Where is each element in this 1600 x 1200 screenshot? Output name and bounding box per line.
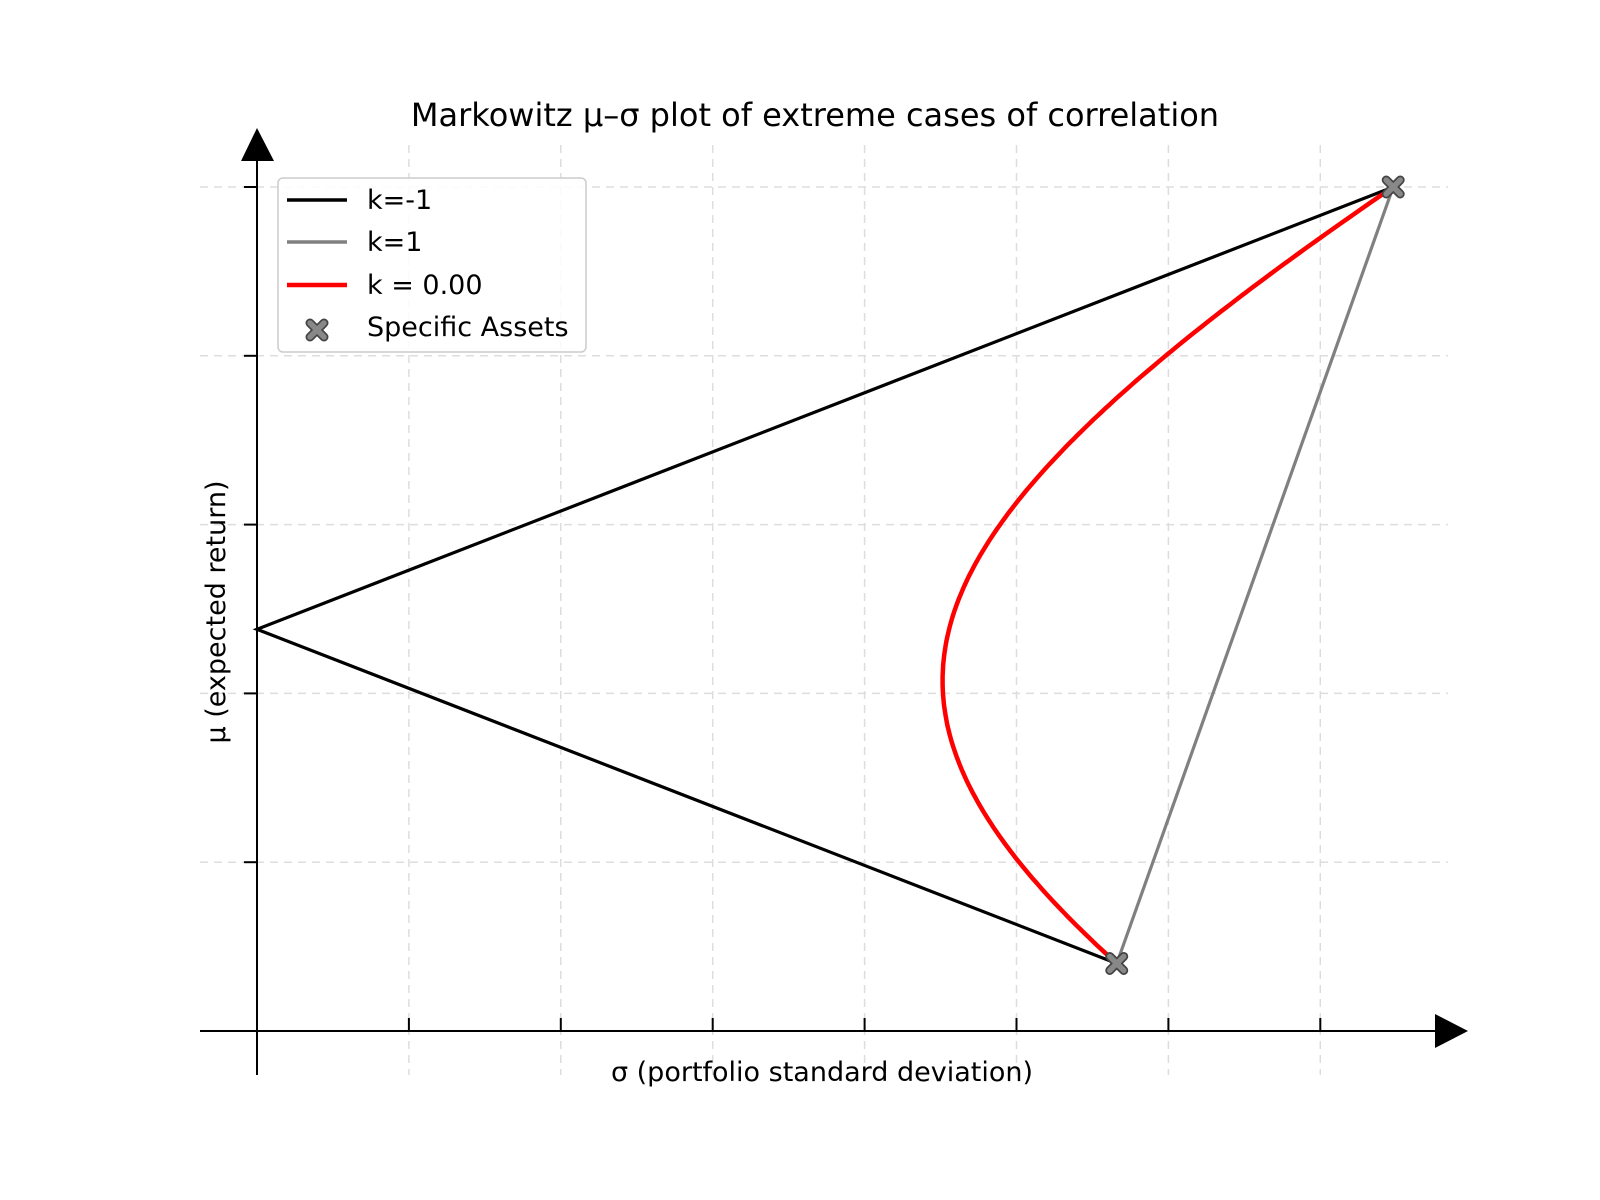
asset-markers: [1105, 175, 1405, 975]
axes: [200, 128, 1468, 1075]
legend-label: Specific Assets: [367, 312, 569, 343]
legend-label: k=1: [367, 227, 422, 258]
asset-marker-2: [1381, 175, 1405, 199]
series-k-1-line: [1115, 186, 1395, 965]
legend-frame: [277, 177, 587, 353]
series-layer: [252, 185, 1395, 966]
series-k-neg1-line: [252, 185, 1394, 965]
legend-entry-3: k = 0.00: [287, 270, 483, 301]
asset-marker-1: [1105, 951, 1129, 975]
y-axis-arrow: [241, 128, 274, 161]
series-k-0-curve: [940, 185, 1395, 966]
legend-entry-1: k=-1: [287, 185, 432, 216]
x-axis-arrow: [1435, 1014, 1468, 1048]
chart-title: Markowitz μ–σ plot of extreme cases of c…: [411, 96, 1219, 134]
legend-entry-2: k=1: [287, 227, 422, 258]
legend-entry-4: Specific Assets: [305, 312, 569, 343]
legend-marker-icon: [305, 318, 329, 342]
y-axis-label: μ (expected return): [201, 480, 232, 743]
legend-label: k = 0.00: [367, 270, 483, 301]
legend: k=-1 k=1 k = 0.00 Specific Assets: [277, 177, 587, 353]
x-axis-label: σ (portfolio standard deviation): [611, 1057, 1033, 1088]
legend-label: k=-1: [367, 185, 432, 216]
